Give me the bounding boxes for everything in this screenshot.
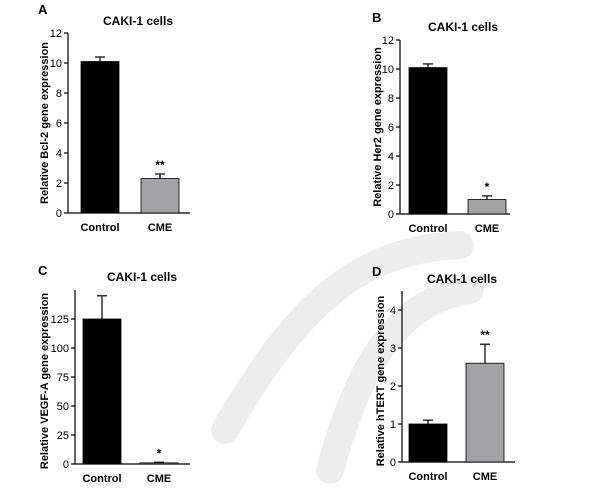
bar-cme bbox=[139, 462, 179, 465]
significance-label: * bbox=[157, 446, 162, 460]
panel-letter-c: C bbox=[38, 263, 48, 278]
chart-panel-a: A CAKI-1 cells Relative Bcl-2 gene expre… bbox=[38, 2, 190, 234]
bar-control bbox=[82, 318, 122, 465]
y-tick-label: 3 bbox=[390, 343, 396, 355]
y-tick-label: 2 bbox=[388, 180, 394, 192]
x-category-label: Control bbox=[408, 223, 447, 235]
chart-panel-c: C CAKI-1 cells Relative VEGF-A gene expr… bbox=[38, 263, 190, 485]
bar-control bbox=[80, 61, 120, 214]
y-tick-label: 4 bbox=[56, 148, 62, 160]
y-tick-label: 100 bbox=[51, 343, 69, 355]
y-tick-label: 4 bbox=[390, 305, 396, 317]
y-tick-label: 10 bbox=[50, 58, 62, 70]
y-tick-label: 25 bbox=[57, 430, 69, 442]
chart-title-a: CAKI-1 cells bbox=[103, 14, 173, 28]
bar-control bbox=[408, 423, 448, 463]
y-tick-label: 10 bbox=[382, 64, 394, 76]
y-tick-label: 8 bbox=[388, 93, 394, 105]
y-tick-label: 2 bbox=[56, 178, 62, 190]
x-category-label: CME bbox=[147, 473, 171, 485]
panel-letter-a: A bbox=[38, 2, 48, 17]
bar-cme bbox=[465, 362, 505, 463]
y-tick-label: 12 bbox=[50, 28, 62, 40]
y-tick-label: 0 bbox=[390, 457, 396, 469]
y-tick-label: 12 bbox=[382, 35, 394, 47]
y-axis-title-a: Relative Bcl-2 gene expression bbox=[39, 42, 51, 204]
x-category-label: Control bbox=[408, 471, 447, 483]
significance-label: * bbox=[485, 180, 490, 194]
y-tick-label: 4 bbox=[388, 151, 394, 163]
chart-panel-d: D CAKI-1 cells Relative hTERT gene expre… bbox=[372, 264, 515, 483]
significance-label: ** bbox=[155, 158, 165, 172]
y-tick-label: 6 bbox=[56, 118, 62, 130]
y-axis-title-d: Relative hTERT gene expression bbox=[375, 295, 387, 466]
chart-panel-b: B CAKI-1 cells Relative Her2 gene expres… bbox=[372, 10, 510, 235]
bar-cme bbox=[467, 199, 507, 215]
x-category-label: CME bbox=[148, 222, 172, 234]
y-tick-label: 125 bbox=[51, 314, 69, 326]
watermark bbox=[211, 231, 484, 484]
y-tick-label: 50 bbox=[57, 401, 69, 413]
panel-letter-d: D bbox=[372, 264, 381, 279]
panel-letter-b: B bbox=[372, 10, 381, 25]
y-tick-label: 2 bbox=[390, 381, 396, 393]
y-tick-label: 0 bbox=[388, 209, 394, 221]
y-tick-label: 0 bbox=[63, 459, 69, 471]
bar-cme bbox=[140, 178, 180, 214]
bar-control bbox=[408, 67, 448, 215]
y-axis-title-c: Relative VEGF-A gene expression bbox=[39, 293, 51, 470]
y-tick-label: 0 bbox=[56, 208, 62, 220]
chart-title-c: CAKI-1 cells bbox=[107, 270, 177, 284]
y-tick-label: 75 bbox=[57, 372, 69, 384]
chart-title-d: CAKI-1 cells bbox=[427, 272, 497, 286]
x-category-label: Control bbox=[80, 222, 119, 234]
y-tick-label: 8 bbox=[56, 88, 62, 100]
x-category-label: Control bbox=[82, 473, 121, 485]
x-category-label: CME bbox=[473, 471, 497, 483]
y-tick-label: 1 bbox=[390, 419, 396, 431]
chart-title-b: CAKI-1 cells bbox=[428, 20, 498, 34]
significance-label: ** bbox=[480, 328, 490, 342]
y-tick-label: 6 bbox=[388, 122, 394, 134]
x-category-label: CME bbox=[475, 223, 499, 235]
y-axis-title-b: Relative Her2 gene expression bbox=[372, 47, 384, 207]
